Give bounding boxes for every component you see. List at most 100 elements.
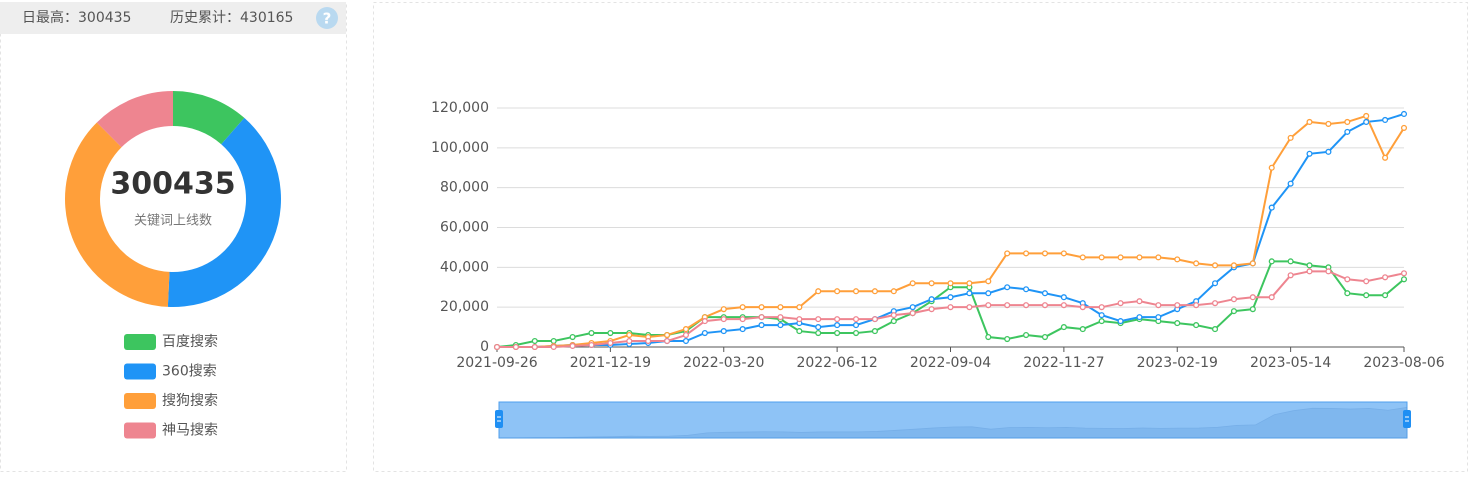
series-point [1400, 270, 1408, 277]
series-point [947, 304, 954, 311]
series-point [966, 304, 973, 311]
series-point [1136, 314, 1143, 321]
series-point [1287, 258, 1294, 265]
series-point [985, 278, 992, 285]
series-point [645, 337, 652, 345]
series-point [1023, 302, 1030, 309]
series-point [1004, 250, 1011, 257]
series-point [1136, 298, 1143, 305]
help-icon-glyph: ? [323, 10, 332, 28]
x-tick-label: 2022-03-20 [683, 355, 764, 371]
y-tick-label: 40,000 [440, 259, 489, 275]
series-point [1382, 116, 1389, 123]
history-total: 历史累计：430165 [170, 10, 293, 26]
series-point [852, 330, 860, 337]
series-point [1079, 254, 1086, 261]
series-point [758, 304, 765, 311]
series-point [834, 330, 841, 337]
series-point [1344, 276, 1351, 283]
series-point [1098, 312, 1105, 319]
zoom-handle[interactable] [495, 410, 503, 428]
zoom-handle[interactable] [1403, 410, 1411, 428]
series-point [739, 326, 746, 333]
series-point [852, 316, 860, 323]
series-point [1117, 254, 1124, 261]
series-point [1268, 294, 1275, 301]
series-point [777, 304, 784, 311]
series-point [796, 304, 803, 311]
series-point [682, 331, 690, 339]
series-point [852, 288, 860, 295]
series-point [985, 333, 992, 341]
series-point [1211, 300, 1219, 307]
series-point [871, 328, 878, 335]
donut-segment [173, 91, 245, 145]
series-point [701, 318, 708, 325]
series-point [1060, 294, 1067, 301]
legend-label: 百度搜索 [162, 333, 218, 350]
series-point [1268, 204, 1275, 211]
series-point [569, 342, 576, 350]
series-point [739, 304, 746, 311]
series-point [531, 343, 538, 351]
right-panel [373, 2, 1468, 472]
series-point [1287, 180, 1294, 187]
series-point [1249, 306, 1256, 313]
series-point [909, 310, 916, 317]
series-point [852, 322, 860, 329]
x-tick-label: 2023-02-19 [1137, 355, 1218, 371]
series-point [1117, 300, 1124, 307]
donut-segment [64, 122, 170, 307]
y-tick-label: 100,000 [431, 140, 489, 156]
donut-segment [96, 91, 173, 148]
series-point [1023, 331, 1030, 339]
series-point [1193, 260, 1200, 267]
series-point [966, 290, 973, 297]
series-point [1023, 286, 1030, 293]
legend-label: 搜狗搜索 [162, 392, 218, 409]
y-tick-label: 120,000 [431, 100, 489, 116]
series-point [815, 330, 822, 337]
series-point [966, 280, 973, 287]
series-line [497, 114, 1405, 348]
legend-swatch [124, 422, 156, 439]
series-point [796, 328, 803, 335]
series-point [1041, 290, 1049, 297]
series-point [720, 306, 727, 313]
series-point [1344, 118, 1351, 125]
series-point [588, 330, 595, 337]
series-point [1325, 148, 1332, 155]
series-point [1117, 318, 1124, 325]
series-point [1136, 254, 1143, 261]
legend-label: 360搜索 [162, 363, 217, 380]
help-icon[interactable] [316, 7, 338, 29]
series-point [550, 337, 557, 345]
y-tick-label: 80,000 [440, 180, 489, 196]
series-point [1268, 164, 1275, 171]
series-point [1004, 335, 1011, 343]
series-point [890, 288, 897, 295]
series-point [890, 318, 897, 325]
series-point [871, 316, 878, 323]
series-point [1382, 274, 1389, 281]
series-point [1211, 262, 1219, 269]
series-point [758, 322, 765, 329]
series-point [1287, 134, 1294, 141]
series-point [1363, 112, 1370, 120]
series-point [1079, 304, 1086, 311]
series-point [682, 337, 690, 345]
legend-label: 神马搜索 [162, 422, 218, 439]
series-point [626, 337, 633, 345]
header-bar [0, 2, 346, 34]
donut-subtitle: 关键词上线数 [134, 214, 212, 229]
y-tick-label: 20,000 [440, 299, 489, 315]
series-point [1363, 292, 1370, 299]
series-point [739, 316, 746, 323]
series-point [1230, 308, 1237, 315]
series-point [701, 330, 708, 337]
series-point [1155, 314, 1162, 321]
series-point [1363, 118, 1370, 125]
series-point [834, 288, 841, 295]
x-tick-label: 2022-06-12 [796, 355, 877, 371]
series-point [1306, 262, 1313, 269]
